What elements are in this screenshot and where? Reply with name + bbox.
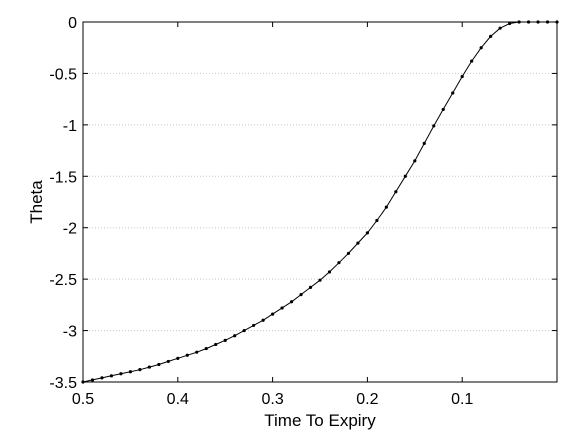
data-point [157, 362, 161, 367]
data-point [176, 356, 180, 360]
x-tick-label: 0.2 [356, 391, 378, 408]
x-tick-label: 0.5 [72, 391, 94, 408]
data-point [90, 378, 95, 382]
data-point [318, 278, 322, 282]
data-point [403, 174, 407, 178]
data-point [356, 241, 360, 245]
y-axis-label: Theta [27, 180, 46, 224]
data-point [109, 374, 114, 378]
data-point [81, 380, 85, 384]
data-point [441, 107, 445, 112]
data-point [138, 368, 142, 372]
data-point [545, 20, 550, 24]
data-point [384, 205, 388, 209]
data-point [271, 312, 275, 316]
y-tick-label: -2 [63, 221, 77, 238]
data-point [242, 328, 246, 333]
data-point [470, 59, 474, 63]
data-point [413, 159, 417, 163]
data-point [166, 359, 170, 364]
data-point [252, 323, 256, 328]
data-point [299, 292, 303, 297]
data-point [185, 353, 189, 357]
data-point [100, 376, 104, 380]
data-point [394, 190, 398, 194]
data-point [195, 350, 199, 354]
data-point [489, 34, 493, 39]
x-tick-label: 0.1 [451, 391, 473, 408]
plot-frame [82, 21, 558, 383]
data-point [375, 218, 379, 223]
data-point [517, 20, 521, 24]
data-point [422, 141, 426, 145]
data-point [327, 270, 332, 274]
data-point [119, 372, 123, 376]
data-point [280, 306, 284, 310]
tick-marks [82, 21, 557, 383]
data-point [223, 338, 227, 342]
data-point [451, 91, 455, 95]
data-point [337, 261, 341, 265]
y-tick-label: -2.5 [49, 272, 77, 289]
y-tick-labels: 0 -0.5 -1 -1.5 -2 -2.5 -3 -3.5 [49, 15, 77, 392]
data-point [128, 370, 132, 374]
data-point [498, 26, 502, 30]
data-point [479, 46, 483, 50]
data-point [346, 251, 351, 256]
series-layer [81, 20, 559, 384]
data-point [147, 365, 151, 369]
data-point [536, 20, 540, 24]
y-tick-label: -3 [63, 324, 77, 341]
y-tick-label: -1 [63, 118, 77, 135]
data-point [214, 342, 218, 347]
data-point [289, 300, 294, 304]
x-tick-labels: 0.5 0.4 0.3 0.2 0.1 [72, 391, 474, 408]
data-point [432, 124, 436, 128]
data-point [261, 318, 265, 322]
y-tick-label: 0 [68, 15, 77, 32]
x-tick-label: 0.4 [167, 391, 189, 408]
x-axis-label: Time To Expiry [264, 411, 376, 430]
data-point [233, 334, 237, 338]
data-point [365, 231, 369, 235]
y-tick-label: -0.5 [49, 66, 77, 83]
data-point [308, 285, 313, 289]
data-point [526, 20, 531, 24]
data-point [508, 21, 512, 26]
data-point [460, 74, 464, 79]
data-point [204, 346, 208, 351]
y-tick-label: -3.5 [49, 375, 77, 392]
y-tick-label: -1.5 [49, 169, 77, 186]
data-point [555, 20, 559, 24]
x-tick-label: 0.3 [261, 391, 283, 408]
